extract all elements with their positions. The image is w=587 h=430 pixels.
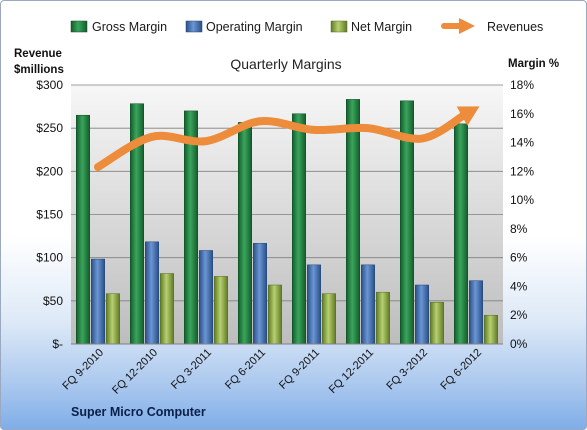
- revenue-line-arrowhead: [456, 106, 480, 126]
- left-tick-label: $50: [43, 294, 63, 308]
- bar-net-margin-fq-3-2012: [430, 302, 444, 345]
- left-axis-title-line1: Revenue: [14, 48, 62, 60]
- legend-label-net-margin: Net Margin: [351, 20, 412, 34]
- left-tick-label: $150: [36, 208, 63, 222]
- right-tick-label: 18%: [510, 78, 534, 92]
- bar-gross-margin-fq-6-2012: [454, 123, 468, 345]
- legend-item-gross-margin: Gross Margin: [70, 20, 167, 34]
- legend-label-operating-margin: Operating Margin: [206, 20, 303, 34]
- legend-item-operating-margin: Operating Margin: [185, 20, 303, 34]
- right-tick-label: 12%: [510, 164, 534, 178]
- legend-swatch-net-margin: [330, 20, 348, 33]
- left-tick-label: $250: [36, 121, 63, 135]
- bar-net-margin-fq-9-2010: [106, 293, 120, 345]
- right-tick-label: 2%: [510, 308, 528, 322]
- right-axis-title: Margin %: [508, 58, 559, 70]
- left-axis-ticks: $- $50 $100 $150 $200 $250 $300: [36, 78, 63, 351]
- x-tick-label-fq-6-2011: FQ 6-2011: [223, 347, 268, 392]
- right-tick-label: 16%: [510, 107, 534, 121]
- legend-arrow-revenues: [459, 18, 475, 34]
- bar-operating-margin-fq-3-2012: [415, 284, 429, 345]
- right-tick-label: 4%: [510, 279, 528, 293]
- bar-gross-margin-fq-9-2010: [76, 114, 90, 345]
- bar-gross-margin-fq-6-2011: [238, 122, 252, 345]
- bar-gross-margin-fq-3-2011: [184, 110, 198, 345]
- x-tick-label-fq-6-2012: FQ 6-2012: [438, 347, 484, 393]
- bar-gross-margin-fq-9-2011: [292, 113, 306, 345]
- left-axis-title-line2: $millions: [14, 64, 64, 76]
- x-tick-label-fq-12-2011: FQ 12-2011: [327, 347, 376, 396]
- x-tick-label-fq-9-2010: FQ 9-2010: [60, 347, 106, 393]
- bar-net-margin-fq-6-2012: [484, 314, 498, 345]
- right-tick-label: 10%: [510, 193, 534, 207]
- left-tick-label: $200: [36, 164, 63, 178]
- bar-net-margin-fq-12-2010: [160, 273, 174, 345]
- bar-net-margin-fq-3-2011: [214, 276, 228, 345]
- left-tick-label: $100: [36, 251, 63, 265]
- bar-operating-margin-fq-6-2012: [469, 280, 483, 345]
- x-axis-ticks: FQ 9-2010 FQ 12-2010 FQ 3-2011 FQ 6-2011 FQ …: [60, 347, 484, 397]
- legend-label-gross-margin: Gross Margin: [92, 20, 167, 34]
- legend-item-revenues: Revenues: [441, 18, 543, 34]
- bar-net-margin-fq-12-2011: [376, 291, 390, 345]
- bar-net-margin-fq-6-2011: [268, 284, 282, 345]
- bars: [76, 99, 498, 345]
- bar-operating-margin-fq-9-2011: [307, 264, 321, 345]
- bar-gross-margin-fq-12-2011: [346, 99, 360, 345]
- bar-operating-margin-fq-6-2011: [253, 243, 267, 345]
- right-tick-label: 8%: [510, 222, 528, 236]
- x-tick-label-fq-3-2012: FQ 3-2012: [384, 347, 430, 393]
- right-tick-label: 14%: [510, 136, 534, 150]
- right-tick-label: 0%: [510, 337, 528, 351]
- bar-operating-margin-fq-12-2011: [361, 264, 375, 345]
- x-tick-label-fq-12-2010: FQ 12-2010: [110, 347, 160, 397]
- bar-operating-margin-fq-12-2010: [145, 241, 159, 345]
- right-axis-ticks: 0% 2% 4% 6% 8% 10% 12% 14% 16% 18%: [510, 78, 534, 351]
- legend: Gross Margin Operating Margin Net Margin…: [70, 18, 543, 34]
- legend-swatch-operating-margin: [185, 20, 203, 33]
- legend-item-net-margin: Net Margin: [330, 20, 412, 34]
- chart-title: Quarterly Margins: [230, 56, 341, 72]
- revenue-line-group: [94, 106, 480, 172]
- x-tick-label-fq-3-2011: FQ 3-2011: [169, 347, 214, 392]
- right-tick-label: 6%: [510, 251, 528, 265]
- left-tick-label: $-: [52, 337, 63, 351]
- bar-net-margin-fq-9-2011: [322, 293, 336, 345]
- legend-swatch-gross-margin: [70, 20, 88, 33]
- company-name: Super Micro Computer: [71, 405, 206, 419]
- left-tick-label: $300: [36, 78, 63, 92]
- bar-operating-margin-fq-9-2010: [91, 258, 105, 345]
- revenue-line: [94, 110, 469, 172]
- bar-operating-margin-fq-3-2011: [199, 250, 213, 345]
- legend-label-revenues: Revenues: [487, 20, 543, 34]
- x-tick-label-fq-9-2011: FQ 9-2011: [277, 347, 322, 392]
